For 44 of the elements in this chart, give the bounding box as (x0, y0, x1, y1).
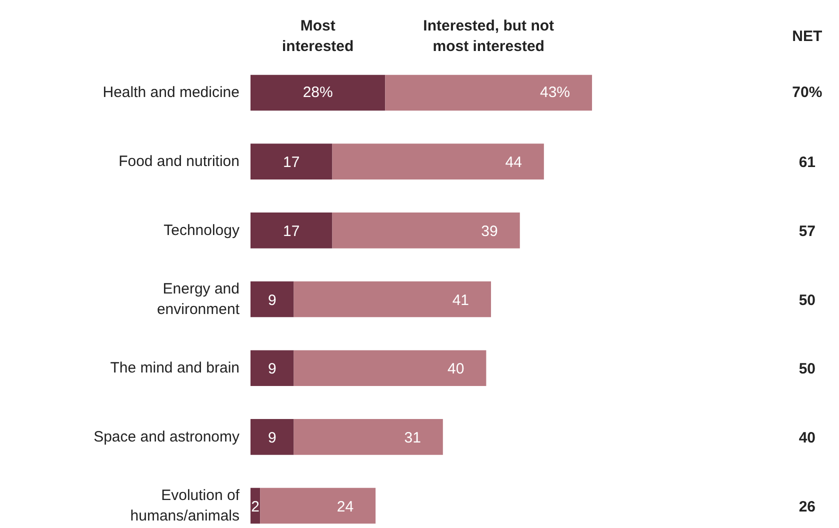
text: 70% (792, 84, 822, 102)
y-tick-label: The mind and brain (110, 360, 240, 377)
data-label: 41 (452, 292, 470, 309)
data-label: 44 (505, 154, 522, 172)
bar (332, 212, 520, 248)
y-tick-label: Food and nutrition (118, 153, 240, 170)
bar (332, 144, 544, 180)
bar (250, 419, 294, 455)
text: 50 (798, 360, 816, 378)
text: 40 (798, 429, 816, 446)
series-label: Interested, but not most interested (423, 18, 554, 55)
bar (250, 212, 332, 248)
bar (385, 74, 592, 111)
data-label: 28% (302, 84, 333, 102)
text: 26 (798, 498, 816, 516)
y-tick-label: Space and astronomy (94, 428, 240, 446)
data-label: 17 (283, 154, 300, 172)
data-label: 9 (268, 292, 276, 309)
bar (294, 281, 492, 318)
data-label: 17 (283, 222, 300, 240)
data-label: 9 (268, 429, 276, 446)
data-label: 2 (251, 498, 260, 516)
data-label: 24 (336, 498, 354, 516)
bar (250, 144, 332, 180)
bar (250, 281, 294, 318)
y-tick-label: Health and medicine (102, 84, 240, 102)
y-tick-label: Energy and environment (156, 280, 240, 318)
data-label: 43% (540, 84, 570, 102)
data-label: 9 (268, 360, 276, 378)
bar (294, 350, 486, 386)
data-label: 31 (404, 429, 421, 446)
bar (260, 488, 376, 524)
text: 61 (798, 154, 816, 172)
bar (294, 419, 443, 455)
bar (250, 350, 294, 386)
data-label: 39 (481, 222, 498, 240)
text: 57 (798, 222, 816, 240)
bar (250, 74, 386, 111)
text: 50 (798, 292, 816, 309)
text: NET (792, 28, 822, 45)
data-label: 40 (448, 360, 464, 378)
series-label: Most interested (282, 18, 354, 55)
y-tick-label: Evolution of humans/animals (130, 487, 240, 524)
y-tick-label: Technology (164, 222, 240, 239)
